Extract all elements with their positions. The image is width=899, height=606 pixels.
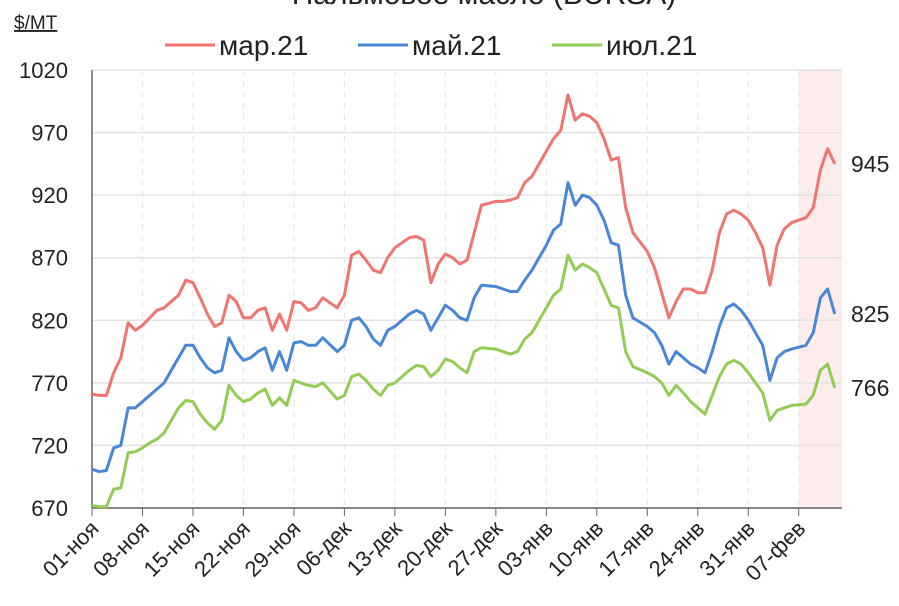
y-tick-label: 970 xyxy=(31,121,68,146)
chart-title: Пальмовое масло (BURSA) xyxy=(292,0,677,11)
x-tick-label: 24-янв xyxy=(644,516,709,581)
x-tick-label: 06-дек xyxy=(291,516,356,581)
y-tick-label: 770 xyxy=(31,371,68,396)
series-line xyxy=(91,93,837,397)
x-tick-label: 15-ноя xyxy=(139,516,205,582)
series-line xyxy=(91,253,837,509)
end-value-label: 945 xyxy=(851,151,889,177)
x-tick-label: 01-ноя xyxy=(38,516,104,582)
y-axis-label: $/MT xyxy=(14,13,58,34)
x-tick-label: 03-янв xyxy=(492,516,557,581)
x-tick-label: 13-дек xyxy=(342,516,407,581)
end-value-label: 766 xyxy=(851,375,889,401)
x-tick-label: 20-дек xyxy=(392,516,457,581)
y-tick-label: 720 xyxy=(31,433,68,458)
y-tick-label: 870 xyxy=(31,246,68,271)
y-tick-label: 920 xyxy=(31,183,68,208)
x-tick-label: 27-дек xyxy=(443,516,508,581)
series-line xyxy=(91,181,837,474)
y-tick-label: 1020 xyxy=(19,58,68,83)
x-tick-label: 29-ноя xyxy=(240,516,306,582)
x-tick-label: 17-янв xyxy=(593,516,658,581)
legend-label: июл.21 xyxy=(606,30,697,61)
legend-label: май.21 xyxy=(412,30,501,61)
y-tick-label: 820 xyxy=(31,308,68,333)
end-value-label: 825 xyxy=(851,301,889,327)
x-tick-label: 22-ноя xyxy=(189,516,255,582)
x-tick-label: 10-янв xyxy=(543,516,608,581)
x-tick-label: 08-ноя xyxy=(88,516,154,582)
highlight-band xyxy=(798,70,842,508)
legend-label: мар.21 xyxy=(219,30,308,61)
y-tick-label: 670 xyxy=(31,496,68,521)
